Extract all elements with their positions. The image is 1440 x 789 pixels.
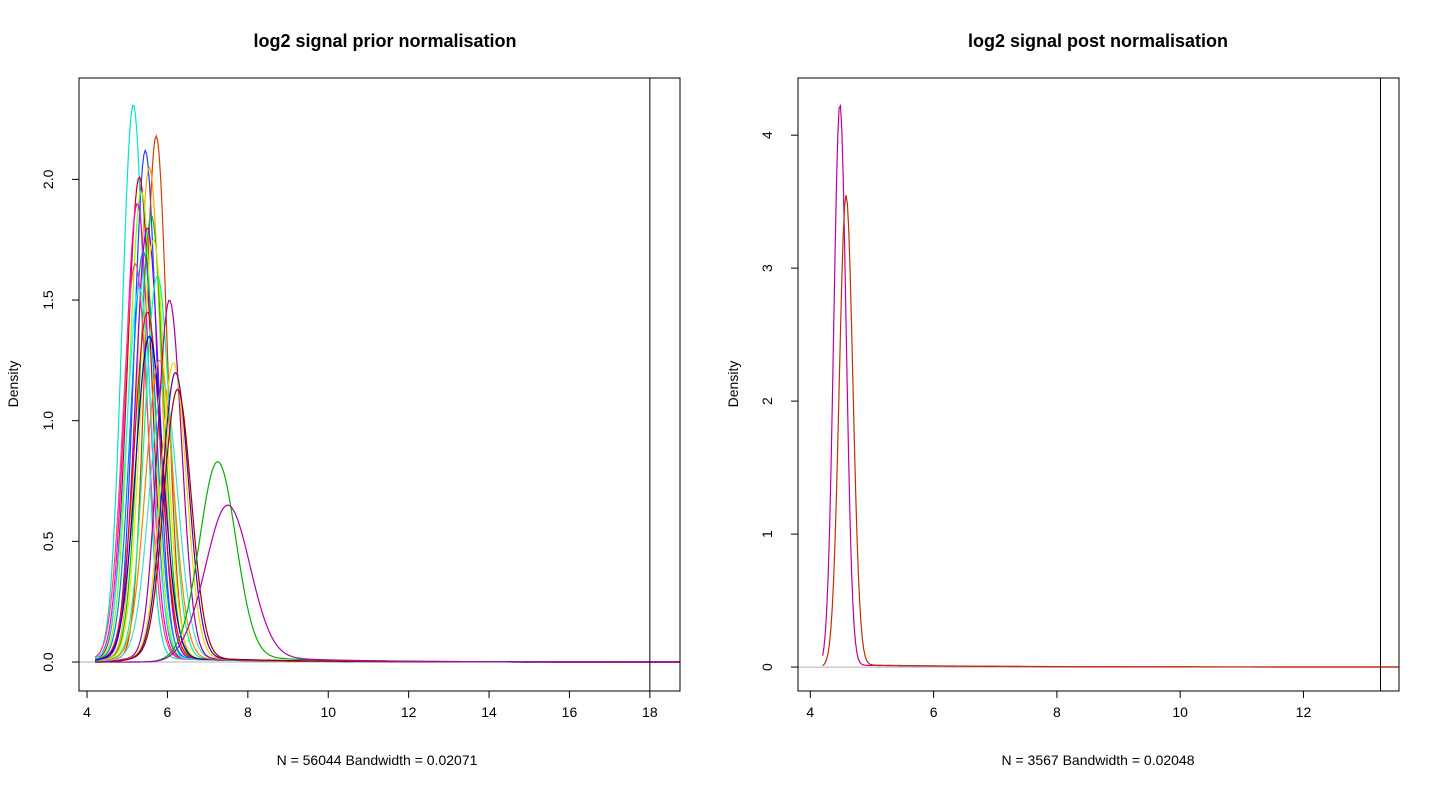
x-tick-label: 10 — [1172, 704, 1188, 720]
chart-title: log2 signal post normalisation — [968, 31, 1228, 51]
post-normalisation-panel: log2 signal post normalisation N = 3567 … — [725, 31, 1400, 768]
y-axis-label: Density — [725, 361, 741, 408]
density-series-1 — [822, 194, 1399, 668]
x-tick-label: 6 — [164, 704, 172, 720]
x-tick-label: 12 — [401, 704, 417, 720]
density-series-0 — [94, 104, 680, 663]
y-tick-label: 1 — [759, 530, 775, 538]
density-series-15 — [94, 335, 680, 663]
chart-title: log2 signal prior normalisation — [253, 31, 516, 51]
x-tick-label: 14 — [481, 704, 497, 720]
y-tick-label: 0 — [759, 663, 775, 671]
x-tick-label: 12 — [1296, 704, 1312, 720]
density-series-2 — [95, 134, 680, 663]
x-axis-label: N = 3567 Bandwidth = 0.02048 — [1001, 752, 1194, 768]
y-tick-label: 4 — [759, 131, 775, 139]
prior-normalisation-panel: log2 signal prior normalisation N = 5604… — [5, 31, 681, 768]
x-tick-label: 4 — [83, 704, 91, 720]
y-axis-label: Density — [5, 361, 21, 408]
y-tick-label: 3 — [759, 264, 775, 272]
y-tick-label: 2 — [759, 397, 775, 405]
y-tick-label: 0.0 — [40, 652, 56, 672]
y-tick-label: 0.5 — [40, 531, 56, 551]
density-series-20 — [95, 371, 680, 663]
x-tick-label: 6 — [930, 704, 938, 720]
y-tick-label: 2.0 — [40, 169, 56, 189]
y-tick-label: 1.5 — [40, 290, 56, 310]
x-tick-label: 4 — [806, 704, 814, 720]
density-series-23 — [95, 504, 680, 663]
x-axis-label: N = 56044 Bandwidth = 0.02071 — [277, 752, 478, 768]
plot-area: 4 6 8 10 12 14 16 18 0.0 0.5 1.0 1.5 2.0 — [40, 77, 681, 720]
density-series-8 — [94, 227, 680, 663]
density-series-14 — [94, 311, 680, 663]
x-tick-label: 10 — [320, 704, 336, 720]
plot-frame — [797, 77, 1400, 692]
x-tick-label: 8 — [244, 704, 252, 720]
x-tick-label: 18 — [642, 704, 658, 720]
y-tick-label: 1.0 — [40, 411, 56, 431]
x-tick-label: 16 — [562, 704, 578, 720]
x-tick-label: 8 — [1053, 704, 1061, 720]
density-series-0 — [822, 103, 1399, 668]
